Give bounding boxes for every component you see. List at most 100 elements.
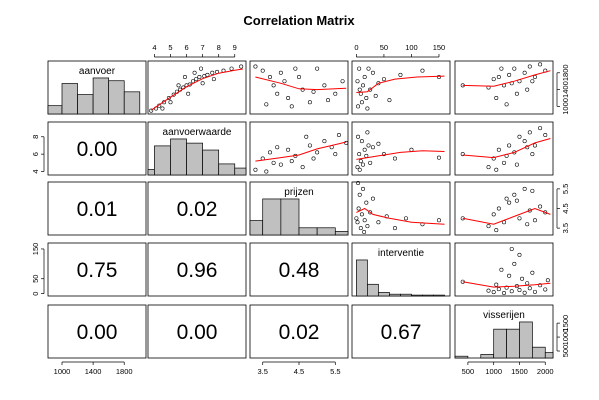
point-r1-c2-22 [168, 100, 173, 105]
point-r4-c5-9 [507, 273, 512, 278]
point-r3-c4-13 [376, 220, 381, 225]
point-r4-c5-19 [532, 289, 537, 294]
point-r1-c4-2 [357, 66, 362, 71]
point-r1-c2-27 [160, 106, 165, 111]
panel-r2-c1 [47, 121, 147, 176]
left-tick-label-interventie-3: 150 [31, 243, 40, 256]
left-tick-label-interventie-2: 50 [31, 275, 40, 283]
tick-label-prijzen-3: 5.5 [330, 367, 340, 376]
correlation-r3-c1: 0.01 [77, 198, 118, 221]
point-r3-c4-6 [359, 212, 364, 217]
tick-label-visserijen-3: 1500 [511, 367, 528, 376]
point-r1-c2-26 [200, 81, 205, 86]
hist-aanvoerwaarde-bar-5 [202, 149, 220, 176]
hist-aanvoerwaarde-bar-2 [154, 145, 171, 176]
point-r1-c2-30 [211, 77, 216, 82]
point-r4-c5-18 [530, 270, 535, 275]
point-r2-c5-2 [486, 165, 491, 170]
point-r3-c5-3 [491, 212, 496, 217]
point-r2-c4-4 [359, 139, 364, 144]
point-r2-c4-1 [355, 165, 360, 170]
point-r4-c5-22 [545, 278, 550, 283]
point-r1-c2-16 [205, 72, 210, 77]
point-r4-c5-23 [509, 246, 514, 251]
point-r2-c4-8 [365, 130, 370, 135]
correlation-r4-c2: 0.96 [177, 259, 218, 282]
hist-interventie-bar-3 [378, 292, 390, 297]
point-r3-c4-16 [403, 216, 408, 221]
fit-line-r2-c3 [255, 141, 347, 162]
point-r1-c4-5 [361, 83, 366, 88]
panel-r1-c4 [351, 60, 451, 115]
point-r4-c5-3 [491, 290, 496, 295]
right-tick-label-aanvoer-1: 1000 [561, 98, 570, 115]
point-r1-c5-15 [504, 102, 509, 107]
hist-aanvoerwaarde-bar-7 [234, 167, 247, 176]
point-r1-c2-13 [194, 77, 199, 82]
point-r4-c5-20 [538, 283, 543, 288]
hist-prijzen-bar-3 [280, 198, 300, 236]
point-r1-c4-14 [387, 98, 392, 103]
fit-line-r2-c5 [462, 138, 551, 159]
panel-r3-c5 [454, 181, 554, 236]
point-r1-c3-12 [307, 100, 312, 105]
point-r4-c5-5 [496, 287, 501, 292]
point-r1-c2-5 [166, 96, 171, 101]
point-r1-c3-17 [264, 102, 269, 107]
variable-label-aanvoer: aanvoer [79, 66, 116, 77]
panel-r3-c4 [351, 181, 451, 236]
point-r1-c4-20 [366, 66, 371, 71]
correlation-r3-c2: 0.02 [177, 198, 218, 221]
point-r3-c5-6 [507, 200, 512, 205]
hist-aanvoer-bar-1 [47, 105, 63, 115]
point-r1-c3-13 [315, 66, 320, 71]
point-r3-c4-10 [365, 224, 370, 229]
point-r1-c4-19 [357, 87, 362, 92]
point-r2-c5-6 [507, 143, 512, 148]
point-r1-c5-18 [499, 66, 504, 71]
right-tick-label-prijzen-1: 3.5 [561, 223, 570, 233]
point-r3-c5-13 [543, 210, 548, 215]
point-r4-c5-2 [486, 288, 491, 293]
point-r3-c4-18 [436, 218, 441, 223]
point-r1-c5-16 [514, 91, 519, 96]
point-r4-c5-13 [517, 288, 522, 293]
hist-prijzen-bar-5 [316, 227, 336, 236]
hist-aanvoerwaarde-bar-3 [170, 138, 187, 176]
point-r2-c4-10 [370, 145, 375, 150]
point-r3-c5-12 [538, 204, 543, 209]
point-r3-c5-17 [525, 222, 530, 227]
hist-prijzen-bar-6 [334, 231, 349, 236]
tick-label-aanvoerwaarde-5: 8 [217, 43, 221, 52]
tick-label-interventie-2: 50 [380, 43, 388, 52]
point-r2-c4-2 [357, 152, 362, 157]
fit-line-r1-c2 [150, 68, 243, 111]
right-tick-label-aanvoer-2: 1400 [561, 81, 570, 98]
point-r2-c5-1 [460, 152, 465, 157]
hist-aanvoerwaarde-bar-6 [218, 163, 236, 176]
right-tick-label-aanvoer-3: 1800 [561, 64, 570, 81]
point-r4-c5-8 [504, 285, 509, 290]
point-r1-c3-14 [322, 83, 327, 88]
point-r1-c4-7 [364, 96, 369, 101]
point-r1-c2-1 [149, 108, 154, 113]
panel-r4-c3 [249, 242, 349, 297]
point-r3-c4-4 [357, 192, 362, 197]
correlation-r5-c4: 0.67 [381, 321, 422, 344]
left-tick-label-aanvoerwaarde-2: 6 [31, 152, 40, 156]
point-r3-c5-9 [522, 186, 527, 191]
point-r1-c2-24 [186, 91, 191, 96]
panel-r4-c1 [47, 242, 147, 297]
correlation-r5-c3: 0.02 [279, 321, 320, 344]
panel-r2-c4 [351, 121, 451, 176]
point-r2-c3-10 [315, 150, 320, 155]
point-r4-c5-7 [501, 291, 506, 296]
point-r1-c2-21 [239, 64, 244, 69]
panel-r3-c1 [47, 181, 147, 236]
point-r2-c4-5 [361, 162, 366, 167]
tick-label-aanvoer-3: 1800 [116, 367, 133, 376]
panel-r1-c2 [147, 60, 247, 115]
point-r3-c4-15 [392, 226, 397, 231]
point-r2-c3-4 [271, 160, 276, 165]
